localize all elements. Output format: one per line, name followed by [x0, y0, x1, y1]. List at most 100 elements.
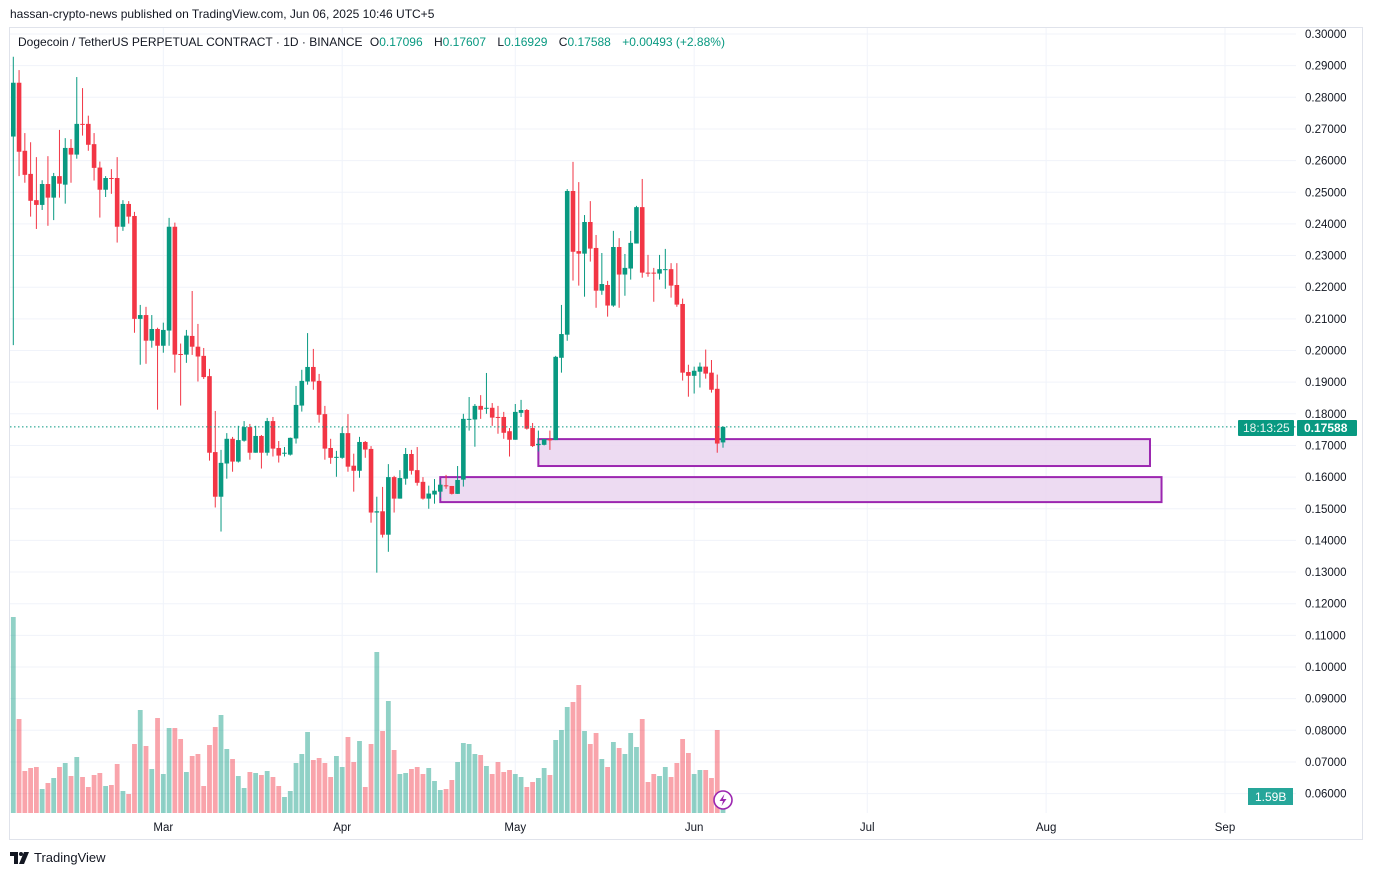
volume-bar [605, 767, 611, 813]
price-axis: 0.30000 0.29000 0.28000 0.27000 0.26000 0.250… [1305, 29, 1347, 801]
candle-body [495, 416, 501, 418]
candle-body [564, 190, 570, 335]
volume-bar [230, 759, 235, 813]
candle-body [409, 453, 414, 471]
price-tick-label: 0.12000 [1305, 599, 1347, 611]
volume-bar [322, 763, 328, 813]
volume-bar [559, 730, 564, 813]
candle-body [518, 410, 524, 413]
price-tick-label: 0.30000 [1305, 29, 1347, 41]
candle-body [114, 178, 120, 227]
candle-body [397, 478, 403, 499]
candle-body [155, 328, 160, 346]
time-tick-label: Jun [685, 822, 704, 834]
volume-bar [472, 754, 478, 813]
candle-body [276, 447, 282, 456]
price-tick-label: 0.14000 [1305, 535, 1347, 547]
candle-body [616, 247, 622, 275]
volume-bar [16, 719, 22, 813]
candle-body [207, 376, 212, 453]
volume-bar [380, 731, 385, 813]
volume-bar [357, 741, 362, 813]
candle-body [57, 176, 62, 184]
candle-body [62, 147, 68, 185]
candle-body [218, 462, 224, 497]
volume-bar [132, 744, 137, 813]
candle-body [132, 215, 137, 319]
volume-bar [391, 750, 397, 813]
price-tick-label: 0.29000 [1305, 61, 1347, 73]
volume-bar [691, 774, 697, 813]
volume-bar [328, 777, 334, 813]
candle-body [386, 477, 391, 535]
volume-bar [680, 739, 686, 813]
time-axis: Mar Apr May Jun Jul Aug Sep [153, 822, 1235, 834]
volume-bar [45, 783, 51, 813]
volume-bar [697, 770, 703, 813]
candle-body [680, 303, 685, 373]
volume-bar [62, 763, 68, 813]
volume-label: 1.59B [1248, 788, 1293, 805]
tradingview-logo[interactable]: TradingView [10, 850, 106, 865]
candle-body [287, 437, 293, 455]
volume-bar [287, 791, 293, 813]
volume-bar [108, 785, 114, 813]
chart-frame [9, 27, 1363, 840]
candle-body [166, 226, 172, 331]
volume-bar [184, 772, 189, 813]
candle-body [489, 407, 495, 418]
open-label: O [369, 35, 380, 49]
candle-body [224, 438, 230, 464]
volume-bar [160, 774, 166, 813]
volume-bar [547, 775, 553, 813]
volume-bar [535, 778, 541, 813]
candle-body [403, 453, 408, 479]
high-label: H [433, 35, 443, 49]
volume-bar [426, 768, 432, 813]
volume-bar [599, 759, 605, 813]
candle-body [691, 370, 697, 376]
candle-body [357, 441, 362, 471]
volume-bar [270, 777, 276, 813]
candle-body [172, 226, 178, 355]
volume-bar [657, 776, 662, 813]
candle-body [599, 284, 605, 291]
publisher-line: hassan-crypto-news published on TradingV… [10, 7, 435, 21]
lightning-icon[interactable] [713, 790, 733, 810]
volume-bar [703, 770, 709, 813]
candle-body [120, 203, 126, 227]
volume-bar [218, 715, 224, 813]
volume-bar [397, 774, 403, 813]
price-tick-label: 0.13000 [1305, 567, 1347, 579]
candle-body [553, 356, 558, 441]
volume-bar [305, 732, 310, 813]
candle-body [51, 176, 56, 198]
volume-bar [201, 786, 207, 813]
candle-body [714, 388, 720, 444]
volume-bar [420, 774, 426, 813]
volume-bar [709, 778, 714, 813]
volume-bar [495, 762, 501, 813]
volume-bar [253, 773, 259, 813]
volume-bar [512, 774, 518, 813]
volume-bar [80, 777, 85, 813]
volume-bar [466, 744, 472, 813]
candle-body [478, 405, 483, 410]
volume-bar [316, 758, 322, 813]
volume-bar [143, 746, 149, 813]
candle-body [305, 366, 310, 382]
volume-bar [501, 772, 507, 813]
volume-bar [212, 727, 218, 813]
change-value: +0.00493 (+2.88%) [622, 35, 725, 49]
price-tick-label: 0.09000 [1305, 694, 1347, 706]
price-tick-label: 0.21000 [1305, 314, 1347, 326]
candle-body [432, 490, 437, 495]
candle-body [362, 441, 368, 450]
price-tick-label: 0.22000 [1305, 282, 1347, 294]
candle-body [645, 272, 651, 274]
candles [11, 56, 726, 573]
support-zone [439, 476, 1163, 504]
candle-body [80, 123, 85, 125]
volume-bar [259, 775, 264, 813]
